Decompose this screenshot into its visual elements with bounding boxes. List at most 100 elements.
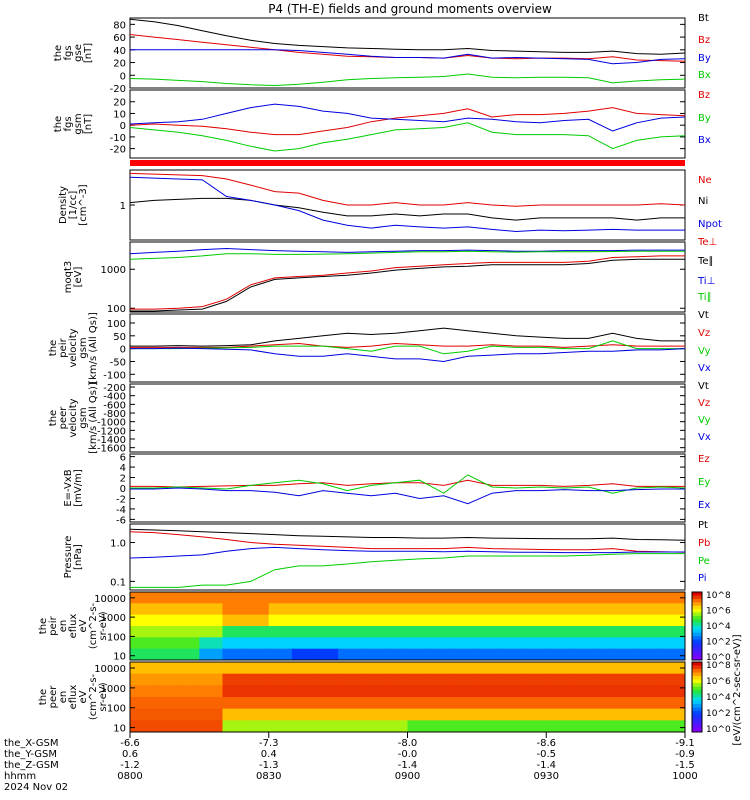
spectrogram-cell bbox=[546, 626, 570, 638]
y-tick-label: 0 bbox=[120, 71, 126, 82]
legend-Ti⊥: Ti⊥ bbox=[697, 276, 715, 287]
spectrogram-cell bbox=[268, 614, 293, 627]
panel-frame bbox=[129, 383, 686, 453]
spectrogram-cell bbox=[523, 592, 547, 604]
spectrogram-cell bbox=[476, 662, 501, 675]
spectrogram-cell bbox=[361, 603, 385, 616]
spectrogram-cell bbox=[615, 648, 640, 661]
y-tick-label: 60 bbox=[113, 33, 126, 44]
series-line-Vx bbox=[130, 347, 686, 363]
colorbar-step bbox=[692, 672, 702, 677]
spectrogram-cell bbox=[476, 673, 501, 686]
spectrogram-cell bbox=[430, 662, 455, 675]
spectrogram-cell bbox=[153, 697, 177, 710]
spectrogram-cell bbox=[315, 614, 339, 627]
figure-title: P4 (TH-E) fields and ground moments over… bbox=[268, 2, 552, 16]
colorbar-tick-label: 10^8 bbox=[706, 591, 731, 601]
x-tick-label: -1.4 bbox=[398, 760, 418, 771]
spectrogram-cell bbox=[569, 614, 593, 627]
x-tick-label: 0930 bbox=[534, 771, 559, 782]
spectrogram-cell bbox=[615, 603, 640, 616]
spectrogram-cell bbox=[407, 673, 432, 686]
spectrogram-cell bbox=[546, 648, 570, 661]
spectrogram-cell bbox=[361, 614, 385, 627]
spectrogram-cell bbox=[661, 673, 686, 686]
spectrogram-cell bbox=[338, 648, 362, 661]
spectrogram-cell bbox=[315, 626, 339, 638]
y-tick-label: -100 bbox=[103, 370, 126, 381]
spectrogram-cell bbox=[245, 603, 270, 616]
series-line-Npot bbox=[129, 176, 685, 233]
spectrogram-cell bbox=[615, 685, 640, 698]
colorbar-tick-label: 10^0 bbox=[706, 653, 731, 663]
y-tick-label: 20 bbox=[113, 59, 126, 70]
spectrogram-cell bbox=[291, 648, 316, 661]
spectrogram-cell bbox=[338, 662, 362, 675]
spectrogram-cell bbox=[153, 662, 177, 675]
colorbar-step bbox=[692, 605, 702, 610]
spectrogram-cell bbox=[176, 637, 200, 650]
spectrogram-cell bbox=[500, 592, 524, 604]
spectrogram-cell bbox=[453, 637, 478, 650]
spectrogram-cell bbox=[638, 697, 663, 710]
y-axis-label: gsm bbox=[78, 407, 89, 428]
colorbar-step bbox=[692, 626, 702, 630]
spectrogram-cell bbox=[661, 697, 686, 710]
colorbar-tick-label: 10^2 bbox=[706, 709, 731, 719]
spectrogram-cell bbox=[638, 673, 663, 686]
legend-Te∥: Te∥ bbox=[697, 256, 714, 267]
spectrogram-cell bbox=[291, 603, 316, 616]
spectrogram-cell bbox=[407, 603, 432, 616]
spectrogram-cell bbox=[569, 697, 593, 710]
spectrogram-cell bbox=[291, 673, 316, 686]
spectrogram-cell bbox=[430, 592, 455, 604]
y-axis-label: peer bbox=[48, 685, 59, 709]
spectrogram-cell bbox=[245, 685, 270, 698]
y-axis-label: the bbox=[38, 689, 49, 705]
y-tick-label: 50 bbox=[113, 332, 126, 343]
spectrogram-cell bbox=[245, 614, 270, 627]
series-line-Vy bbox=[130, 340, 685, 355]
spectrogram-cell bbox=[661, 662, 686, 675]
y-tick-label: -20 bbox=[110, 84, 126, 95]
spectrogram-cell bbox=[661, 708, 686, 721]
spectrogram-cell bbox=[245, 662, 270, 675]
legend-Npot: Npot bbox=[698, 219, 722, 230]
colorbar-tick-label: 10^2 bbox=[706, 638, 731, 648]
colorbar-step bbox=[692, 707, 702, 712]
spectrogram-cell bbox=[661, 637, 686, 650]
y-tick-label: -20 bbox=[110, 145, 126, 156]
spectrogram-cell bbox=[153, 708, 177, 721]
y-tick-label: 1000 bbox=[101, 613, 126, 624]
y-tick-label: 10 bbox=[113, 652, 126, 663]
spectrogram-cell bbox=[130, 673, 154, 686]
y-axis-label: the bbox=[38, 618, 49, 634]
spectrogram-cell bbox=[291, 708, 316, 721]
spectrogram-cell bbox=[500, 614, 524, 627]
spectrogram-cell bbox=[546, 662, 570, 675]
y-axis-label: peir bbox=[48, 615, 59, 635]
x-tick-label: -8.0 bbox=[398, 738, 418, 749]
spectrogram-cell bbox=[407, 637, 432, 650]
spectrogram-cell bbox=[615, 592, 640, 604]
y-tick-label: -800 bbox=[103, 409, 126, 420]
spectrogram-cell bbox=[523, 685, 547, 698]
spectrogram-cell bbox=[592, 648, 617, 661]
legend-Ex: Ex bbox=[698, 500, 710, 511]
legend-Ni: Ni bbox=[698, 196, 708, 207]
legend-Ti∥: Ti∥ bbox=[697, 292, 712, 303]
quality-flag-bar bbox=[130, 160, 685, 166]
spectrogram-cell bbox=[222, 603, 247, 616]
series-line-Bx bbox=[129, 103, 686, 132]
spectrogram-cell bbox=[199, 708, 223, 721]
y-axis-label: eV bbox=[78, 690, 89, 703]
colorbar-step bbox=[692, 612, 702, 617]
spectrogram-cell bbox=[199, 697, 223, 710]
colorbar-tick-label: 10^4 bbox=[706, 622, 731, 632]
legend-Bx: Bx bbox=[698, 135, 711, 146]
y-axis-label: Density bbox=[58, 186, 69, 224]
spectrogram-cell bbox=[291, 685, 316, 698]
spectrogram-cell bbox=[199, 685, 223, 698]
y-tick-label: -400 bbox=[103, 392, 126, 403]
